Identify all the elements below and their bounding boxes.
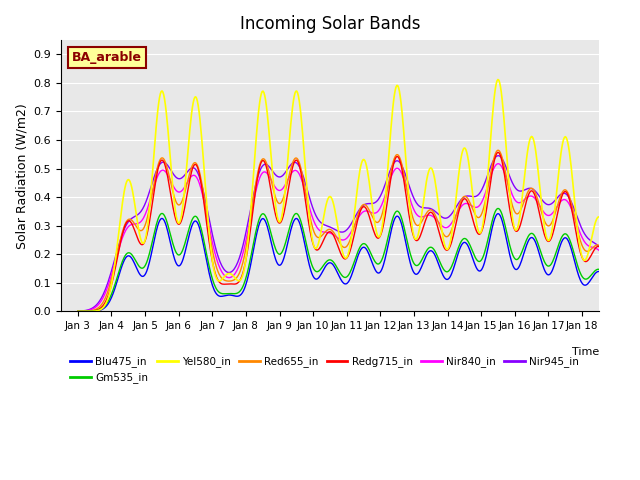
- Red655_in: [90, 307, 98, 313]
- Red655_in: [612, 285, 620, 291]
- Gm535_in: [389, 216, 397, 222]
- Line: Gm535_in: Gm535_in: [78, 208, 616, 312]
- Nir945_in: [125, 219, 132, 225]
- Blu475_in: [494, 211, 502, 216]
- Red655_in: [389, 161, 397, 167]
- Red655_in: [467, 202, 475, 208]
- Y-axis label: Solar Radiation (W/m2): Solar Radiation (W/m2): [15, 103, 28, 249]
- Gm535_in: [236, 288, 244, 294]
- Blu475_in: [389, 222, 397, 228]
- Text: Time: Time: [572, 347, 599, 357]
- Nir945_in: [389, 162, 397, 168]
- Nir840_in: [90, 305, 98, 311]
- Yel580_in: [389, 107, 397, 112]
- Nir840_in: [389, 170, 397, 176]
- Gm535_in: [74, 309, 82, 314]
- Red655_in: [125, 216, 132, 222]
- Nir840_in: [236, 259, 244, 265]
- Nir945_in: [467, 193, 475, 199]
- Nir945_in: [74, 308, 82, 314]
- Gm535_in: [228, 291, 236, 297]
- Nir840_in: [125, 224, 132, 229]
- Blu475_in: [90, 308, 98, 314]
- Redg715_in: [389, 165, 397, 171]
- Yel580_in: [90, 308, 98, 314]
- Nir945_in: [236, 252, 244, 258]
- Redg715_in: [494, 149, 502, 155]
- Yel580_in: [494, 77, 502, 83]
- Gm535_in: [125, 250, 132, 256]
- Redg715_in: [125, 218, 132, 224]
- Redg715_in: [228, 281, 236, 287]
- Yel580_in: [236, 277, 244, 283]
- Redg715_in: [236, 277, 244, 283]
- Yel580_in: [74, 309, 82, 314]
- Yel580_in: [228, 272, 236, 277]
- Blu475_in: [612, 299, 620, 304]
- Line: Redg715_in: Redg715_in: [78, 152, 616, 312]
- Nir945_in: [612, 279, 620, 285]
- Red655_in: [494, 147, 502, 153]
- Red655_in: [236, 268, 244, 274]
- Gm535_in: [90, 308, 98, 314]
- Blu475_in: [467, 250, 475, 256]
- Gm535_in: [612, 296, 620, 302]
- Yel580_in: [467, 177, 475, 182]
- Line: Nir840_in: Nir840_in: [78, 164, 616, 311]
- Yel580_in: [612, 289, 620, 295]
- Legend: Blu475_in, Gm535_in, Yel580_in, Red655_in, Redg715_in, Nir840_in, Nir945_in: Blu475_in, Gm535_in, Yel580_in, Red655_i…: [66, 352, 583, 387]
- Nir840_in: [494, 161, 502, 167]
- Redg715_in: [90, 308, 98, 313]
- Nir945_in: [494, 153, 502, 158]
- Red655_in: [228, 278, 236, 284]
- Nir840_in: [467, 203, 475, 208]
- Blu475_in: [228, 292, 236, 298]
- Nir840_in: [228, 274, 236, 280]
- Line: Nir945_in: Nir945_in: [78, 156, 616, 311]
- Nir840_in: [612, 282, 620, 288]
- Gm535_in: [467, 244, 475, 250]
- Redg715_in: [612, 289, 620, 295]
- Blu475_in: [236, 292, 244, 298]
- Text: BA_arable: BA_arable: [72, 51, 142, 64]
- Gm535_in: [494, 205, 502, 211]
- Blu475_in: [74, 309, 82, 314]
- Nir945_in: [228, 268, 236, 274]
- Yel580_in: [125, 177, 132, 182]
- Nir945_in: [90, 304, 98, 310]
- Blu475_in: [125, 253, 132, 259]
- Redg715_in: [467, 210, 475, 216]
- Line: Red655_in: Red655_in: [78, 150, 616, 312]
- Nir840_in: [74, 308, 82, 314]
- Line: Yel580_in: Yel580_in: [78, 80, 616, 312]
- Title: Incoming Solar Bands: Incoming Solar Bands: [240, 15, 420, 33]
- Red655_in: [74, 309, 82, 314]
- Line: Blu475_in: Blu475_in: [78, 214, 616, 312]
- Redg715_in: [74, 309, 82, 314]
